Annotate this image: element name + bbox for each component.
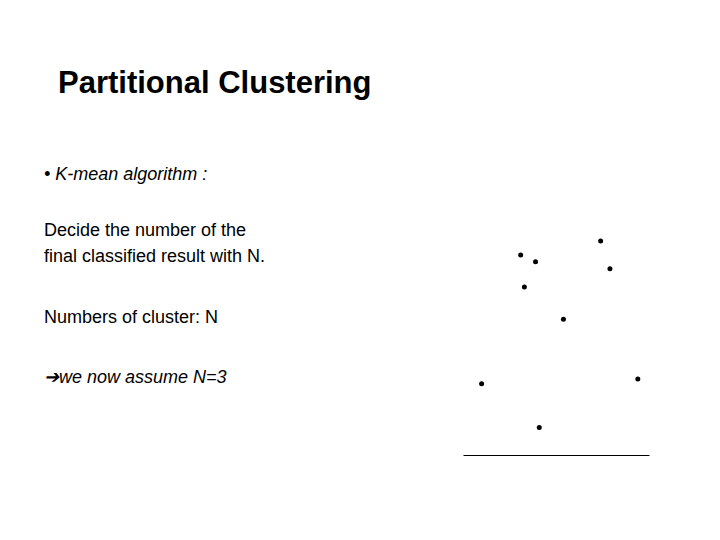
body-text: final classified result with N. bbox=[44, 246, 265, 266]
data-point bbox=[518, 252, 523, 257]
title: Partitional Clustering bbox=[58, 65, 371, 100]
slide: Partitional Clustering • K-mean algorithm… bbox=[0, 0, 720, 540]
x-axis bbox=[464, 455, 650, 456]
data-point bbox=[537, 425, 542, 430]
data-point bbox=[607, 266, 612, 271]
data-point bbox=[479, 381, 484, 386]
bullet: • K-mean algorithm : bbox=[44, 164, 207, 184]
data-point bbox=[598, 239, 603, 244]
plot-area bbox=[479, 239, 640, 430]
data-point bbox=[561, 317, 566, 322]
data-point bbox=[533, 259, 538, 264]
body-text: Numbers of cluster: N bbox=[44, 307, 218, 327]
body-text: Decide the number of the bbox=[44, 220, 246, 240]
data-point bbox=[522, 285, 527, 290]
data-point bbox=[635, 377, 640, 382]
note: ➔we now assume N=3 bbox=[44, 367, 227, 387]
x-axis-line bbox=[464, 455, 650, 456]
